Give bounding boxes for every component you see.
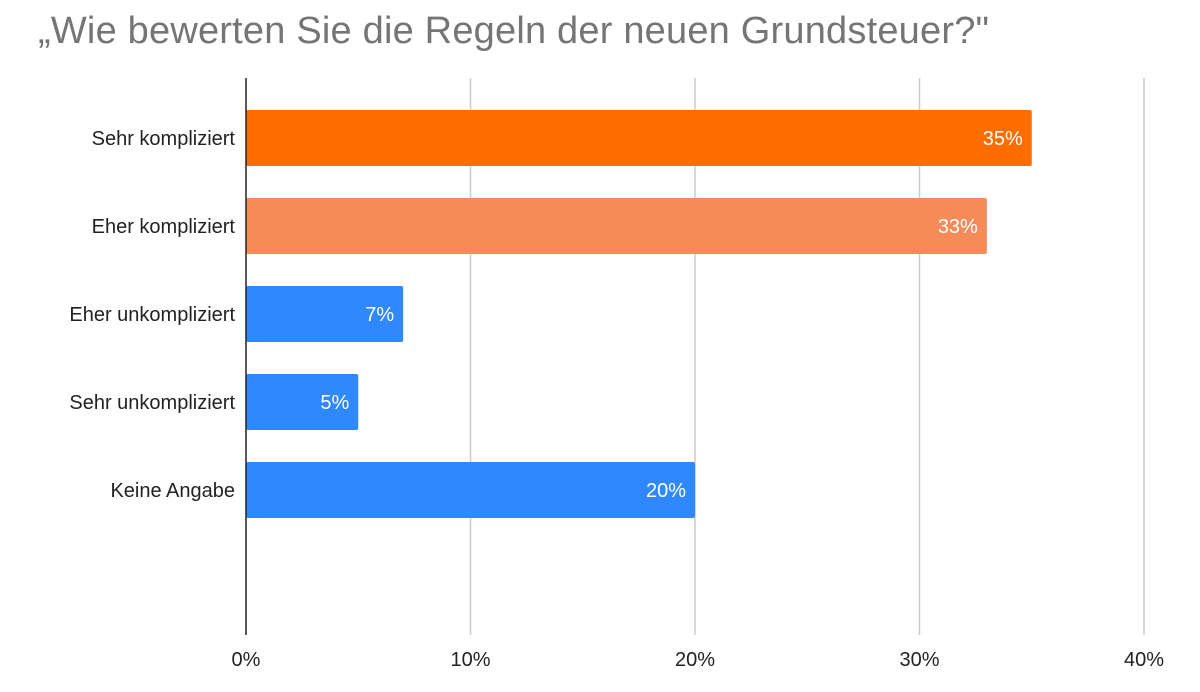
category-label: Eher kompliziert xyxy=(92,216,236,238)
category-label: Keine Angabe xyxy=(110,480,235,502)
chart-title: „Wie bewerten Sie die Regeln der neuen G… xyxy=(38,10,990,52)
x-tick-label: 10% xyxy=(450,649,490,671)
bar xyxy=(246,198,987,254)
category-label: Sehr unkompliziert xyxy=(69,392,235,414)
bar-value-label: 20% xyxy=(646,480,686,502)
x-tick-label: 20% xyxy=(675,649,715,671)
bar-value-label: 33% xyxy=(938,216,978,238)
category-label: Eher unkompliziert xyxy=(69,304,235,326)
x-axis-ticks: 0% 10% 20% 30% 40% xyxy=(232,649,1165,671)
bar-value-label: 5% xyxy=(320,392,349,414)
category-labels: Sehr kompliziert Eher kompliziert Eher unk… xyxy=(69,128,235,502)
x-tick-label: 40% xyxy=(1124,649,1164,671)
gridlines xyxy=(469,78,1145,635)
x-tick-label: 30% xyxy=(899,649,939,671)
bar xyxy=(246,110,1032,166)
bar-value-label: 7% xyxy=(365,304,394,326)
category-label: Sehr kompliziert xyxy=(92,128,236,150)
bars: 35% 33% 7% 5% 20% xyxy=(246,110,1032,518)
bar xyxy=(246,374,359,430)
bar xyxy=(246,286,404,342)
bar-value-label: 35% xyxy=(983,128,1023,150)
x-tick-label: 0% xyxy=(232,649,261,671)
bar xyxy=(246,462,695,518)
